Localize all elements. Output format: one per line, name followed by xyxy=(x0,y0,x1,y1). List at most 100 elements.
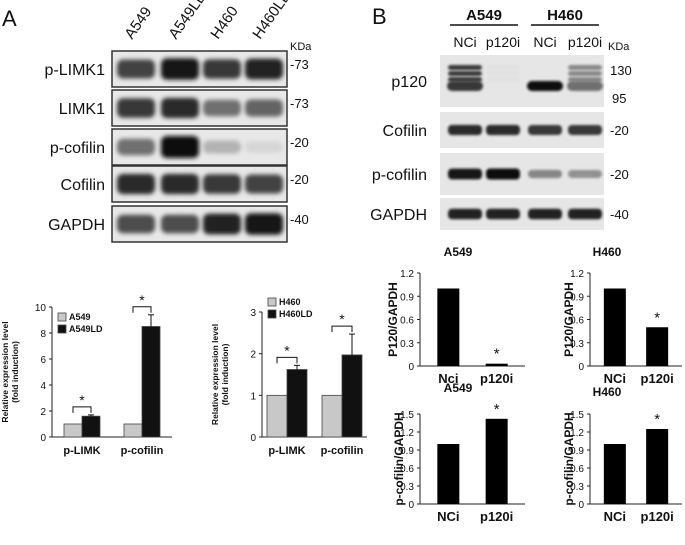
blot-band xyxy=(161,136,199,158)
y-axis-label: (fold induction) xyxy=(220,343,230,405)
panel-a-marker: -73 xyxy=(290,96,309,111)
blot-band xyxy=(568,77,602,82)
panel-b-marker: 130 xyxy=(610,63,632,78)
y-tick-label: 0.6 xyxy=(570,464,584,475)
y-tick-label: 6 xyxy=(40,355,46,366)
panel-b-marker: -20 xyxy=(610,123,629,138)
y-tick-label: 0 xyxy=(578,362,584,373)
panel-a-lane-label: H460LD xyxy=(249,0,295,42)
blot-band xyxy=(527,81,563,91)
panel-a-marker: -20 xyxy=(290,172,309,187)
panel-a-row-label: p-cofilin xyxy=(50,140,105,157)
y-tick-label: 0.9 xyxy=(570,446,584,457)
significance-bracket xyxy=(331,325,353,333)
y-tick-label: 0 xyxy=(250,433,256,444)
panel-b-group-label: A549 xyxy=(466,7,502,24)
y-axis-label: Relative expression level xyxy=(0,321,10,422)
blot-band xyxy=(117,59,155,79)
y-tick-label: 1.2 xyxy=(570,428,584,439)
significance-bracket xyxy=(72,406,92,413)
significance-bracket xyxy=(132,306,152,313)
blot-band xyxy=(568,71,602,76)
bar xyxy=(485,418,508,504)
x-tick-label: Nci xyxy=(438,371,458,386)
blot-band xyxy=(486,65,520,70)
bar xyxy=(646,327,669,366)
panel-a-marker: -73 xyxy=(290,57,309,72)
x-tick-label: NCi xyxy=(604,371,626,386)
blot-band xyxy=(448,168,482,180)
x-tick-label: p-LIMK xyxy=(268,445,305,457)
y-axis-label: P120/GAPDH xyxy=(562,282,576,357)
x-tick-label: p120i xyxy=(641,509,674,524)
panel-a-kda-label: KDa xyxy=(290,41,312,53)
panel-b-lane-label: NCi xyxy=(533,34,556,50)
significance-mark: * xyxy=(654,309,660,326)
x-tick-label: p-cofilin xyxy=(321,445,364,457)
panel-b-group-label: H460 xyxy=(547,7,583,24)
y-tick-label: 0.6 xyxy=(570,316,584,327)
blot-band xyxy=(486,168,520,180)
y-tick-label: 10 xyxy=(35,303,47,314)
panel-b-lane-label: NCi xyxy=(453,34,476,50)
y-tick-label: 0.3 xyxy=(570,339,584,350)
legend-swatch xyxy=(57,324,67,334)
blot-band xyxy=(161,97,199,119)
blot-band xyxy=(528,125,562,135)
blot-band xyxy=(568,125,602,135)
significance-mark: * xyxy=(494,346,500,363)
y-tick-label: 0 xyxy=(408,500,414,511)
blot-band xyxy=(203,99,241,117)
blot-band xyxy=(448,208,482,220)
x-tick-label: p120i xyxy=(480,371,513,386)
bar xyxy=(266,394,288,438)
blot-band xyxy=(448,65,482,70)
significance-mark: * xyxy=(494,401,500,418)
blot-band xyxy=(203,59,241,79)
x-tick-label: p-LIMK xyxy=(63,445,100,457)
blot-band xyxy=(161,58,199,80)
y-tick-label: 2 xyxy=(250,350,256,361)
panel-b-marker: 95 xyxy=(612,91,626,106)
blot-band xyxy=(117,98,155,118)
legend-swatch xyxy=(57,312,67,322)
y-axis-label: P120/GAPDH xyxy=(386,282,400,357)
panel-b-label: B xyxy=(372,4,387,29)
x-tick-label: NCi xyxy=(437,509,459,524)
panel-a-lane-label: A549LD xyxy=(165,0,210,42)
blot-band xyxy=(245,99,283,117)
blot-band xyxy=(486,77,520,82)
y-tick-label: 0 xyxy=(40,433,46,444)
y-tick-label: 2 xyxy=(40,407,46,418)
panel-b-lane-label: p120i xyxy=(486,34,520,50)
x-tick-label: NCi xyxy=(604,509,626,524)
panel-b-row-label: p-cofilin xyxy=(372,167,427,184)
blot-band xyxy=(161,173,199,195)
significance-mark: * xyxy=(339,311,345,327)
x-tick-label: p120i xyxy=(480,509,513,524)
panel-b-marker: -20 xyxy=(610,167,629,182)
legend-label: H460LD xyxy=(279,309,313,319)
panel-a-marker: -20 xyxy=(290,135,309,150)
blot-band xyxy=(448,124,482,136)
blot-band xyxy=(568,170,602,178)
y-tick-label: 1.2 xyxy=(400,269,414,280)
y-tick-label: 8 xyxy=(40,329,46,340)
legend-label: A549 xyxy=(69,312,91,322)
y-tick-label: 0 xyxy=(578,500,584,511)
panel-a-marker: -40 xyxy=(290,212,309,227)
bar xyxy=(437,444,460,504)
blot-band xyxy=(117,214,155,234)
blot-band xyxy=(245,213,283,235)
y-axis-label: p-cofilin/GAPDH xyxy=(562,412,576,505)
bar xyxy=(341,354,363,438)
blot-band xyxy=(203,140,241,154)
x-tick-label: p120i xyxy=(641,371,674,386)
y-tick-label: 4 xyxy=(40,381,46,392)
panel-b-marker: -40 xyxy=(610,207,629,222)
bar xyxy=(646,429,669,504)
blot-band xyxy=(568,208,602,220)
y-axis-label: (fold induction) xyxy=(10,341,20,403)
blot-band xyxy=(117,138,155,156)
panel-b-kda-label: KDa xyxy=(608,41,630,53)
